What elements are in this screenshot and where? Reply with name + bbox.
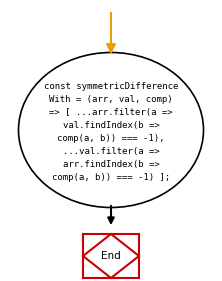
Text: arr.findIndex(b =>: arr.findIndex(b =>: [63, 160, 159, 169]
Text: With = (arr, val, comp): With = (arr, val, comp): [49, 95, 173, 104]
Text: End: End: [101, 251, 121, 261]
Text: const symmetricDifference: const symmetricDifference: [44, 82, 178, 91]
Polygon shape: [83, 234, 139, 278]
Text: comp(a, b)) === -1),: comp(a, b)) === -1),: [57, 134, 165, 143]
Ellipse shape: [18, 53, 204, 207]
Text: comp(a, b)) === -1) ];: comp(a, b)) === -1) ];: [52, 173, 170, 182]
Text: => [ ...arr.filter(a =>: => [ ...arr.filter(a =>: [49, 108, 173, 117]
Polygon shape: [83, 234, 139, 278]
Text: ...val.filter(a =>: ...val.filter(a =>: [63, 147, 159, 156]
Text: val.findIndex(b =>: val.findIndex(b =>: [63, 121, 159, 130]
